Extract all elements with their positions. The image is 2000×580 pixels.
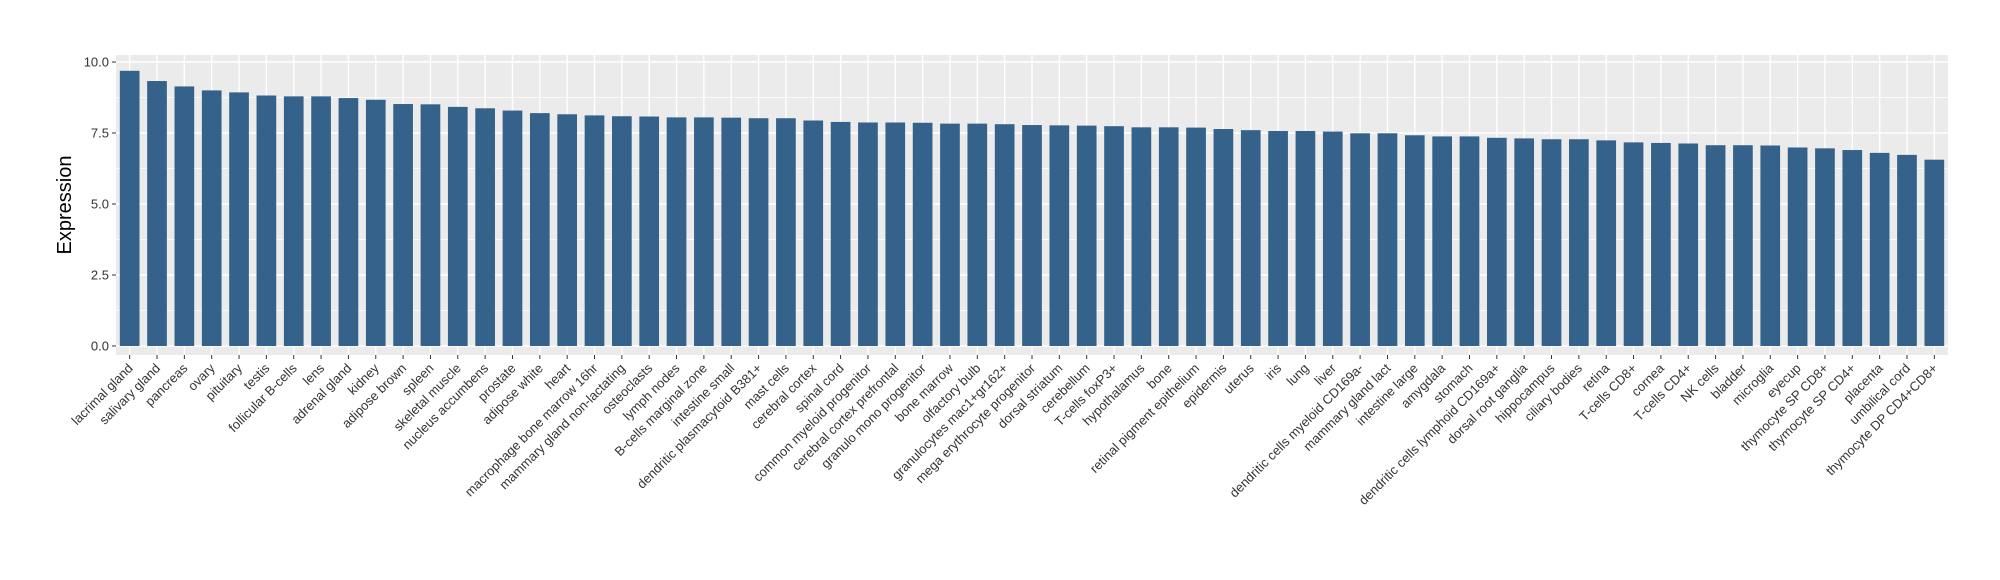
bar [803,120,824,346]
y-axis-title: Expression [54,156,76,255]
y-tick-label: 7.5 [91,126,109,141]
bar [1404,135,1425,346]
bar [1869,152,1890,346]
x-tick-label: lung [1284,361,1312,389]
bar [1705,145,1726,346]
bar [557,114,578,346]
bar [502,110,523,347]
bar [748,118,769,347]
bar [229,92,249,346]
bar [475,108,495,347]
bar [1104,126,1124,347]
bar [147,81,167,346]
bar [201,90,222,347]
bar [1678,143,1699,346]
bar [639,116,660,346]
bar [1350,133,1370,346]
y-tick-label: 2.5 [91,268,109,283]
bar [1514,138,1535,346]
bar [830,121,851,346]
y-tick-label: 0.0 [91,339,109,354]
bar [119,70,140,346]
bar [1158,127,1179,346]
bar [393,104,413,346]
bar [1322,131,1343,346]
bar [1022,125,1042,346]
y-tick-label: 10.0 [84,55,109,70]
bar [858,122,878,346]
bar [447,106,468,346]
bar [1076,125,1097,346]
bar [1131,127,1152,346]
bar [694,117,714,346]
bar [420,104,441,346]
y-axis: 0.0 2.5 5.0 7.5 10.0 [84,55,116,354]
bar [1459,136,1480,346]
bar [1268,131,1288,346]
x-tick-label: iris [1262,360,1285,383]
bar [967,123,988,347]
bar [1842,150,1863,346]
bar [1486,137,1507,346]
bar [1213,129,1234,346]
bar [283,96,304,346]
bar [1651,142,1671,346]
bar [256,95,277,347]
bar [666,117,687,346]
bar [1377,133,1398,346]
bar [994,124,1015,346]
bar [1569,139,1589,346]
bar [612,116,632,346]
bar [1541,139,1562,346]
y-tick-label: 5.0 [91,197,109,212]
bar [1787,147,1808,346]
bar [338,98,359,347]
bar [311,96,331,346]
bar [776,118,796,347]
bar [1049,125,1070,346]
bar [1897,154,1917,346]
x-tick-label: uterus [1221,360,1258,397]
bar [1815,148,1835,346]
bar [885,122,906,346]
bar [1733,145,1753,346]
bar [1596,140,1617,346]
bar [940,123,960,347]
bar [1240,130,1261,346]
bars [119,70,1945,347]
bar [1924,159,1945,346]
bar [912,122,933,346]
bar [721,117,742,346]
bar [1432,136,1452,346]
bar [174,86,195,346]
bar [1623,142,1644,346]
bar [1186,127,1206,346]
bar [1760,145,1781,346]
bar [1295,131,1316,346]
bar [529,113,550,347]
bar [584,115,605,346]
bar [365,99,386,346]
